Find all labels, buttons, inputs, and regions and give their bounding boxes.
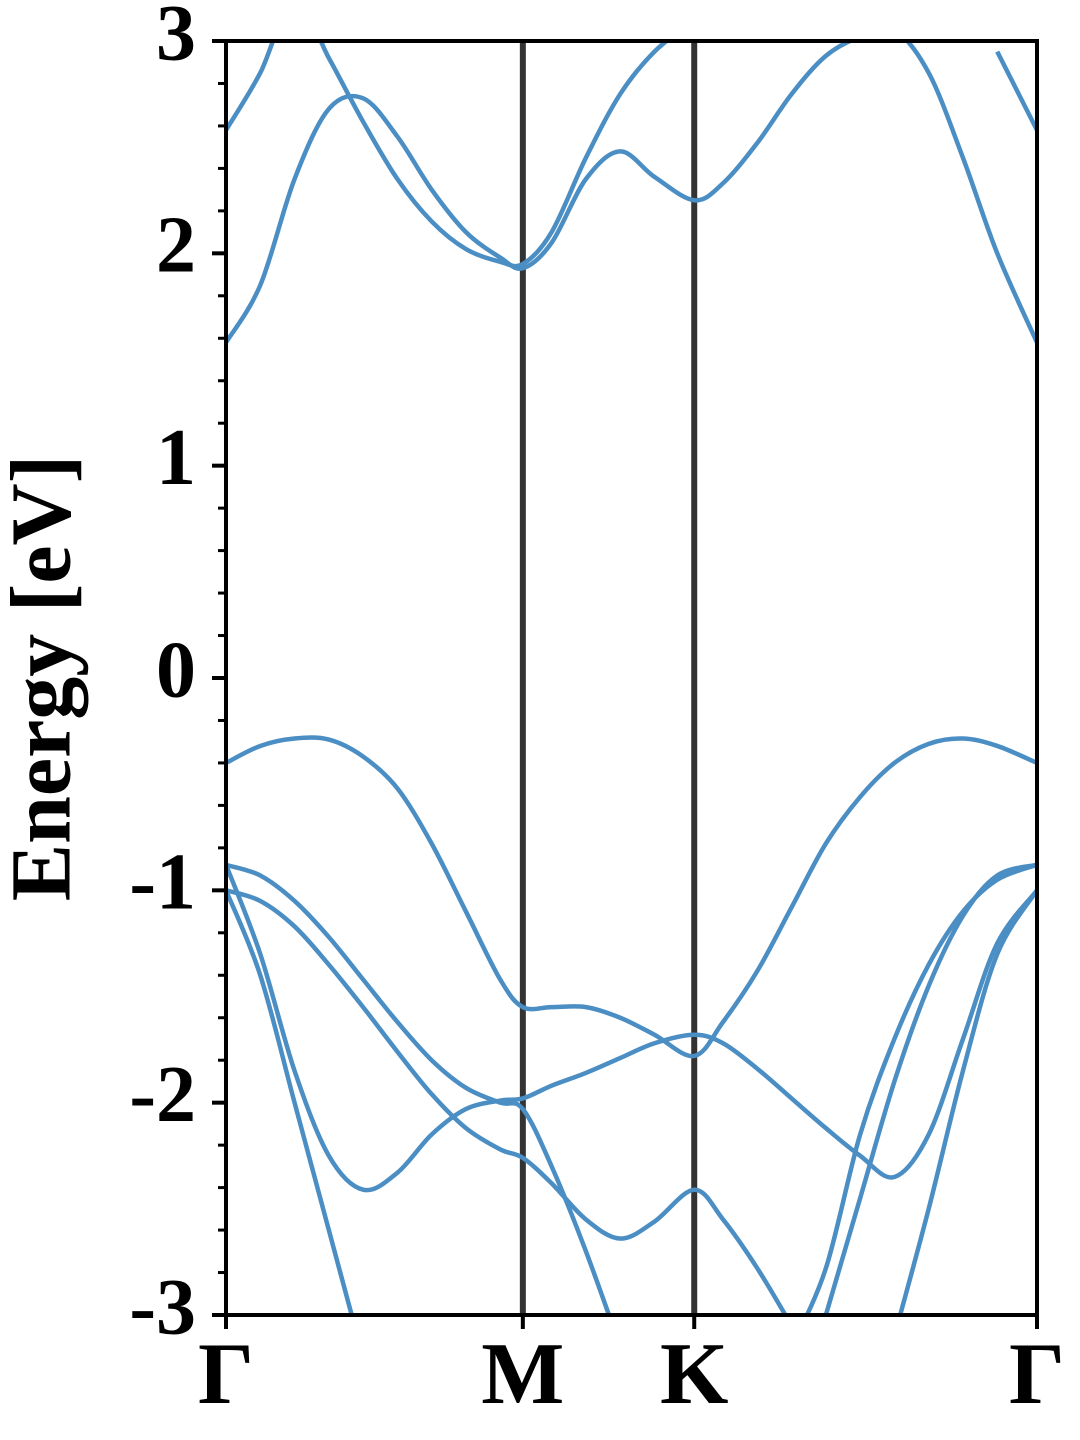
x-tick-label: K xyxy=(660,1326,728,1423)
band-line xyxy=(995,50,1037,132)
band-line xyxy=(226,735,1037,1059)
x-tick-label: M xyxy=(481,1326,564,1423)
band-line xyxy=(897,889,1037,1315)
y-tick-label: -3 xyxy=(129,1263,196,1351)
band-line xyxy=(226,888,788,1315)
y-tick-label: -1 xyxy=(129,839,196,927)
band-line xyxy=(226,41,1037,344)
x-tick-label: Γ xyxy=(198,1326,254,1423)
y-tick-label: -2 xyxy=(129,1051,196,1139)
band-line xyxy=(226,862,612,1315)
y-tick-label: 0 xyxy=(156,626,196,714)
band-line xyxy=(226,864,1037,1193)
plot-frame xyxy=(224,39,1039,1317)
bands xyxy=(226,41,1037,1315)
band-line xyxy=(823,862,1037,1315)
y-tick-label: 1 xyxy=(156,414,196,502)
band-line xyxy=(226,41,670,269)
y-tick-label: 3 xyxy=(156,0,196,77)
x-tick-label: Γ xyxy=(1009,1326,1065,1423)
y-tick-label: 2 xyxy=(156,202,196,290)
band-line xyxy=(226,889,355,1315)
y-axis-label: Energy [eV] xyxy=(0,455,89,902)
